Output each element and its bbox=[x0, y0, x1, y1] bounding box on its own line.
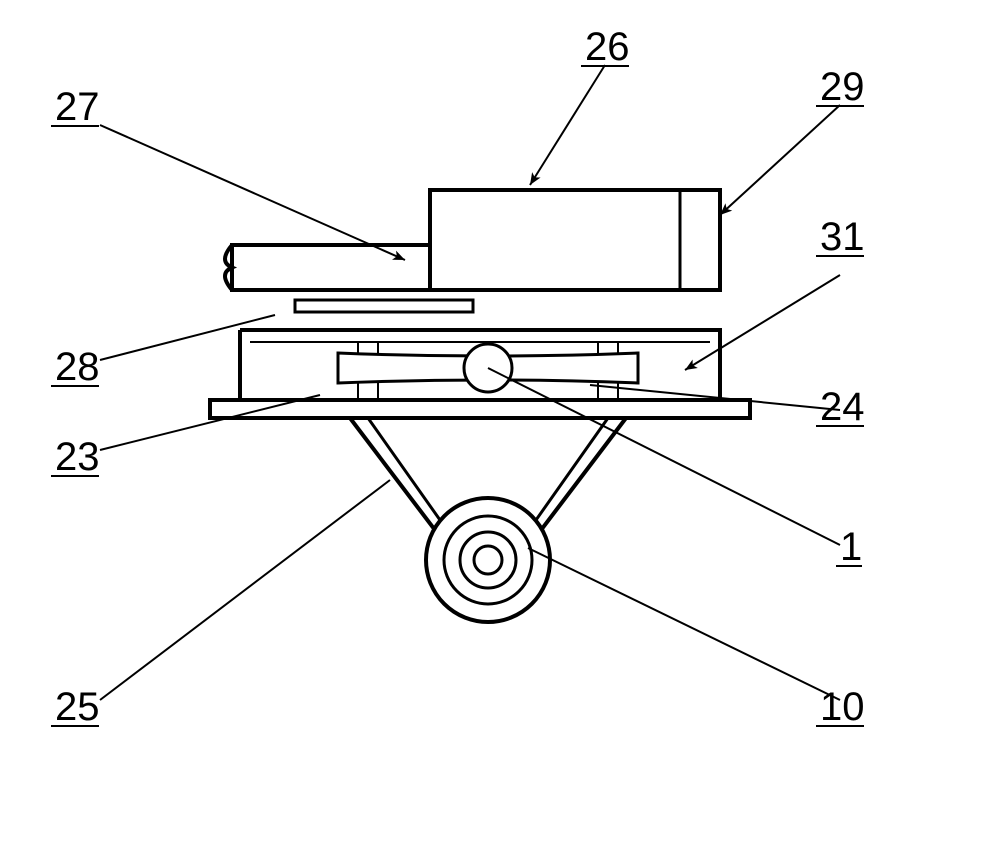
leader-29 bbox=[720, 105, 840, 215]
leader-28 bbox=[100, 315, 275, 360]
label-25: 25 bbox=[55, 685, 100, 729]
leader-25 bbox=[100, 480, 390, 700]
label-1: 1 bbox=[840, 525, 862, 569]
leader-10 bbox=[528, 548, 840, 700]
leader-26 bbox=[530, 65, 605, 185]
parts bbox=[210, 190, 750, 622]
leader-27 bbox=[100, 125, 405, 260]
label-24: 24 bbox=[820, 385, 865, 429]
label-29: 29 bbox=[820, 65, 865, 109]
label-28: 28 bbox=[55, 345, 100, 389]
housing-box bbox=[430, 190, 720, 290]
top-seat bbox=[295, 300, 473, 312]
label-23: 23 bbox=[55, 435, 100, 479]
label-26: 26 bbox=[585, 25, 630, 69]
leader-1 bbox=[488, 368, 840, 545]
muzzle-body bbox=[232, 245, 430, 290]
label-27: 27 bbox=[55, 85, 100, 129]
wheel-ring-3 bbox=[474, 546, 502, 574]
label-31: 31 bbox=[820, 215, 865, 259]
technical-diagram: 26 29 27 31 28 24 23 1 25 10 bbox=[0, 0, 1000, 850]
label-10: 10 bbox=[820, 685, 865, 729]
